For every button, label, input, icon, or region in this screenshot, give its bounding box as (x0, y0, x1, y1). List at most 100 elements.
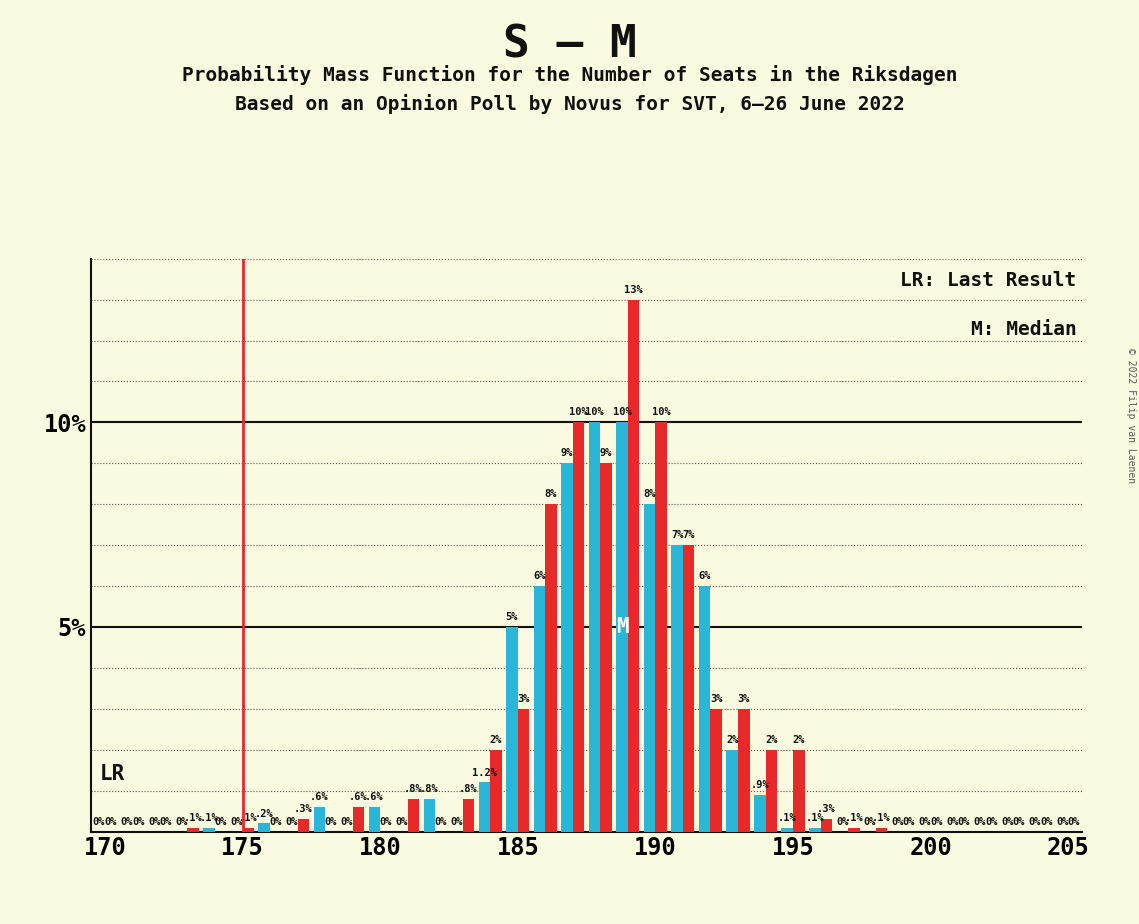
Text: 0%: 0% (985, 817, 998, 827)
Bar (518, 709, 530, 832)
Bar (616, 422, 628, 832)
Text: 0%: 0% (947, 817, 959, 827)
Bar (462, 799, 474, 832)
Text: 2%: 2% (726, 735, 738, 745)
Text: 7%: 7% (682, 530, 695, 541)
Bar (781, 828, 793, 832)
Text: 0%: 0% (93, 817, 105, 827)
Bar (243, 828, 254, 832)
Bar (297, 820, 309, 832)
Text: 5%: 5% (506, 612, 518, 622)
Text: 0%: 0% (931, 817, 943, 827)
Bar (589, 422, 600, 832)
Bar (628, 299, 639, 832)
Bar (408, 799, 419, 832)
Bar (313, 807, 325, 832)
Text: .8%: .8% (404, 784, 423, 794)
Text: 0%: 0% (148, 817, 161, 827)
Bar (671, 545, 683, 832)
Bar (644, 505, 655, 832)
Text: 0%: 0% (1068, 817, 1080, 827)
Bar (259, 823, 270, 832)
Text: 9%: 9% (560, 448, 573, 458)
Text: 1.2%: 1.2% (472, 768, 497, 778)
Text: 0%: 0% (132, 817, 145, 827)
Text: 0%: 0% (903, 817, 915, 827)
Text: 0%: 0% (325, 817, 337, 827)
Text: 0%: 0% (891, 817, 903, 827)
Bar (506, 627, 518, 832)
Text: LR: LR (99, 764, 124, 784)
Bar (188, 828, 199, 832)
Text: .6%: .6% (364, 792, 384, 802)
Text: M: M (616, 617, 629, 637)
Bar (534, 586, 546, 832)
Bar (683, 545, 695, 832)
Bar (353, 807, 364, 832)
Text: .8%: .8% (459, 784, 478, 794)
Text: .1%: .1% (872, 812, 891, 822)
Text: 0%: 0% (341, 817, 353, 827)
Text: LR: Last Result: LR: Last Result (900, 271, 1076, 290)
Text: © 2022 Filip van Laenen: © 2022 Filip van Laenen (1126, 348, 1136, 483)
Text: 9%: 9% (600, 448, 613, 458)
Text: .9%: .9% (751, 780, 769, 790)
Text: .1%: .1% (778, 812, 796, 822)
Text: 0%: 0% (451, 817, 464, 827)
Text: 0%: 0% (974, 817, 986, 827)
Text: 0%: 0% (435, 817, 448, 827)
Text: 8%: 8% (544, 490, 557, 499)
Text: .1%: .1% (239, 812, 257, 822)
Text: 0%: 0% (919, 817, 931, 827)
Bar (204, 828, 215, 832)
Bar (727, 749, 738, 832)
Text: 0%: 0% (395, 817, 408, 827)
Text: .1%: .1% (805, 812, 825, 822)
Bar (562, 463, 573, 832)
Text: Based on an Opinion Poll by Novus for SVT, 6–26 June 2022: Based on an Opinion Poll by Novus for SV… (235, 94, 904, 115)
Text: S – M: S – M (502, 23, 637, 67)
Bar (849, 828, 860, 832)
Bar (793, 749, 804, 832)
Text: 0%: 0% (836, 817, 849, 827)
Text: 0%: 0% (270, 817, 282, 827)
Text: 3%: 3% (710, 694, 722, 704)
Text: .1%: .1% (183, 812, 203, 822)
Bar (711, 709, 722, 832)
Text: .1%: .1% (844, 812, 863, 822)
Text: 0%: 0% (1056, 817, 1068, 827)
Text: 6%: 6% (698, 571, 711, 581)
Bar (765, 749, 777, 832)
Bar (490, 749, 502, 832)
Text: 10%: 10% (613, 407, 631, 418)
Text: 0%: 0% (105, 817, 117, 827)
Text: .3%: .3% (294, 805, 313, 814)
Text: M: Median: M: Median (970, 320, 1076, 339)
Text: 2%: 2% (793, 735, 805, 745)
Text: 0%: 0% (121, 817, 133, 827)
Text: 10%: 10% (652, 407, 671, 418)
Text: 2%: 2% (490, 735, 502, 745)
Text: 0%: 0% (286, 817, 298, 827)
Text: 0%: 0% (379, 817, 392, 827)
Text: 0%: 0% (175, 817, 188, 827)
Bar (573, 422, 584, 832)
Text: 10%: 10% (585, 407, 604, 418)
Bar (546, 505, 557, 832)
Text: 0%: 0% (1013, 817, 1025, 827)
Bar (820, 820, 833, 832)
Bar (369, 807, 380, 832)
Bar (655, 422, 667, 832)
Text: 0%: 0% (230, 817, 243, 827)
Text: .6%: .6% (349, 792, 368, 802)
Text: 0%: 0% (1029, 817, 1041, 827)
Bar (738, 709, 749, 832)
Text: 0%: 0% (214, 817, 227, 827)
Text: .3%: .3% (817, 805, 836, 814)
Text: 13%: 13% (624, 285, 644, 295)
Text: 7%: 7% (671, 530, 683, 541)
Bar (699, 586, 711, 832)
Text: 0%: 0% (1040, 817, 1052, 827)
Text: 0%: 0% (159, 817, 172, 827)
Text: 3%: 3% (738, 694, 749, 704)
